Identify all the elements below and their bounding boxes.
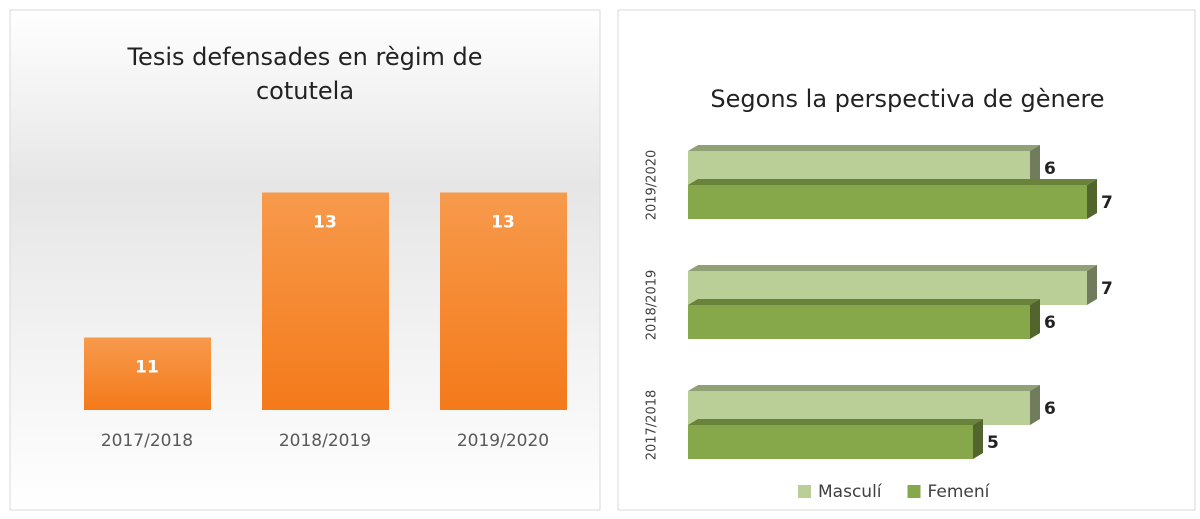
bar (688, 305, 1030, 339)
bar-side-face (973, 419, 983, 459)
y-tick-label: 2018/2019 (645, 270, 660, 341)
data-label: 13 (491, 213, 515, 233)
y-tick-label: 2019/2020 (645, 150, 660, 221)
bar-top-face (688, 265, 1097, 271)
bar (688, 185, 1087, 219)
y-tick-label: 2017/2018 (645, 390, 660, 461)
bar-side-face (1030, 299, 1040, 339)
bar (262, 192, 389, 410)
data-label: 7 (1101, 193, 1113, 213)
bar (440, 192, 567, 410)
data-label: 5 (987, 433, 999, 453)
x-tick-label: 2018/2019 (279, 431, 371, 451)
bar (688, 425, 973, 459)
bar-top-face (688, 299, 1040, 305)
legend-label: Femení (928, 482, 991, 502)
data-label: 7 (1101, 279, 1113, 299)
x-tick-label: 2017/2018 (101, 431, 193, 451)
bar-top-face (688, 419, 983, 425)
bar (84, 337, 211, 410)
bar-side-face (1087, 179, 1097, 219)
data-label: 6 (1044, 159, 1056, 179)
data-label: 6 (1044, 313, 1056, 333)
bar-top-face (688, 145, 1040, 151)
chart-title: Segons la perspectiva de gènere (710, 85, 1105, 113)
legend-swatch (798, 485, 811, 498)
legend-swatch (907, 485, 921, 498)
chart-title: Tesis defensades en règim de cotutela (127, 43, 483, 105)
bar-top-face (688, 385, 1040, 391)
bar-top-face (688, 179, 1097, 185)
data-label: 11 (135, 358, 159, 378)
legend-label: Masculí (818, 482, 883, 502)
data-label: 6 (1044, 399, 1056, 419)
bar-side-face (1030, 385, 1040, 425)
x-tick-label: 2019/2020 (457, 431, 549, 451)
data-label: 13 (313, 213, 337, 233)
bar-side-face (1030, 145, 1040, 185)
bar-side-face (1087, 265, 1097, 305)
